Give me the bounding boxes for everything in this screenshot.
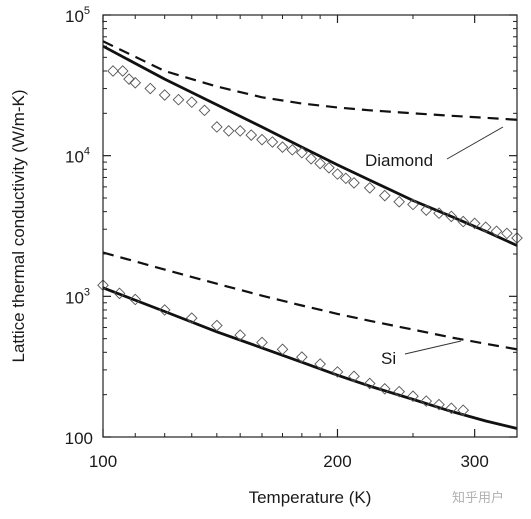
data-point-diamond	[296, 146, 308, 159]
plot-frame	[102, 14, 518, 438]
data-point-si	[158, 304, 171, 316]
y-tick-label: 103	[65, 286, 90, 307]
data-point-diamond	[363, 182, 376, 194]
data-point-diamond	[305, 152, 317, 165]
x-tick-label: 100	[89, 452, 117, 471]
annotation-leader-diamond	[446, 126, 504, 160]
annotation-leader-si	[404, 340, 462, 355]
data-point-diamond	[222, 125, 235, 137]
data-point-si	[433, 398, 445, 411]
x-axis-title: Temperature (K)	[249, 488, 372, 507]
data-point-si	[393, 385, 406, 398]
data-point-diamond	[348, 177, 360, 189]
data-point-diamond	[129, 76, 142, 89]
data-point-diamond	[107, 65, 119, 77]
data-point-diamond	[433, 207, 445, 220]
data-point-diamond	[276, 141, 289, 153]
y-tick-label: 105	[65, 5, 90, 26]
data-point-diamond	[198, 104, 211, 117]
watermark: 知乎用户	[452, 490, 504, 506]
data-point-diamond	[245, 129, 258, 141]
y-tick-label: 100	[65, 429, 93, 448]
data-point-si	[210, 319, 223, 332]
data-point-diamond	[501, 227, 513, 240]
data-point-diamond	[286, 144, 299, 156]
solid-curve-si	[102, 286, 518, 430]
x-tick-label: 300	[460, 452, 488, 471]
data-point-si	[129, 293, 142, 306]
data-point-diamond	[172, 93, 185, 106]
data-point-diamond	[468, 217, 481, 230]
data-point-diamond	[123, 73, 135, 85]
data-point-si	[331, 366, 344, 378]
data-point-diamond	[116, 65, 129, 77]
axis-ticks: 100 200 300 100 103 104 105	[65, 5, 517, 471]
data-point-diamond	[144, 82, 157, 95]
data-point-diamond	[490, 225, 503, 238]
data-point-diamond	[331, 168, 344, 180]
data-point-diamond	[445, 210, 458, 223]
data-point-diamond	[158, 89, 171, 101]
y-axis-title: Lattice thermal conductivity (W/m-K)	[9, 89, 28, 362]
annotation-diamond: Diamond	[365, 151, 433, 170]
data-point-diamond	[234, 125, 247, 137]
data-point-si	[457, 404, 470, 417]
data-point-si	[348, 370, 360, 383]
data-point-diamond	[420, 204, 433, 216]
data-point-diamond	[479, 221, 492, 234]
data-point-diamond	[340, 172, 352, 185]
data-point-si	[256, 336, 268, 349]
solid-curve-diamond	[102, 44, 518, 247]
data-point-diamond	[256, 133, 268, 146]
data-point-si	[185, 312, 198, 324]
y-tick-label: 104	[65, 146, 90, 167]
data-point-si	[363, 377, 376, 390]
data-point-diamond	[323, 161, 335, 174]
data-point-si	[407, 390, 419, 403]
data-point-diamond	[457, 215, 470, 228]
x-tick-label: 200	[323, 452, 351, 471]
data-point-si	[296, 351, 308, 363]
data-point-si	[276, 343, 289, 356]
data-point-si	[234, 329, 247, 341]
data-point-diamond	[210, 121, 223, 133]
annotation-si: Si	[381, 349, 396, 368]
dashed-curve-si	[102, 251, 518, 351]
data-point-diamond	[185, 96, 198, 109]
data-point-si	[445, 402, 458, 415]
data-point-diamond	[378, 189, 391, 202]
data-point-diamond	[314, 157, 326, 170]
data-point-si	[378, 382, 391, 395]
data-point-si	[420, 395, 433, 407]
data-point-diamond	[407, 198, 419, 211]
data-point-diamond	[393, 195, 406, 208]
data-point-si	[113, 287, 126, 300]
plot-marks	[97, 40, 523, 430]
data-point-si	[314, 358, 326, 370]
data-point-diamond	[266, 136, 279, 148]
